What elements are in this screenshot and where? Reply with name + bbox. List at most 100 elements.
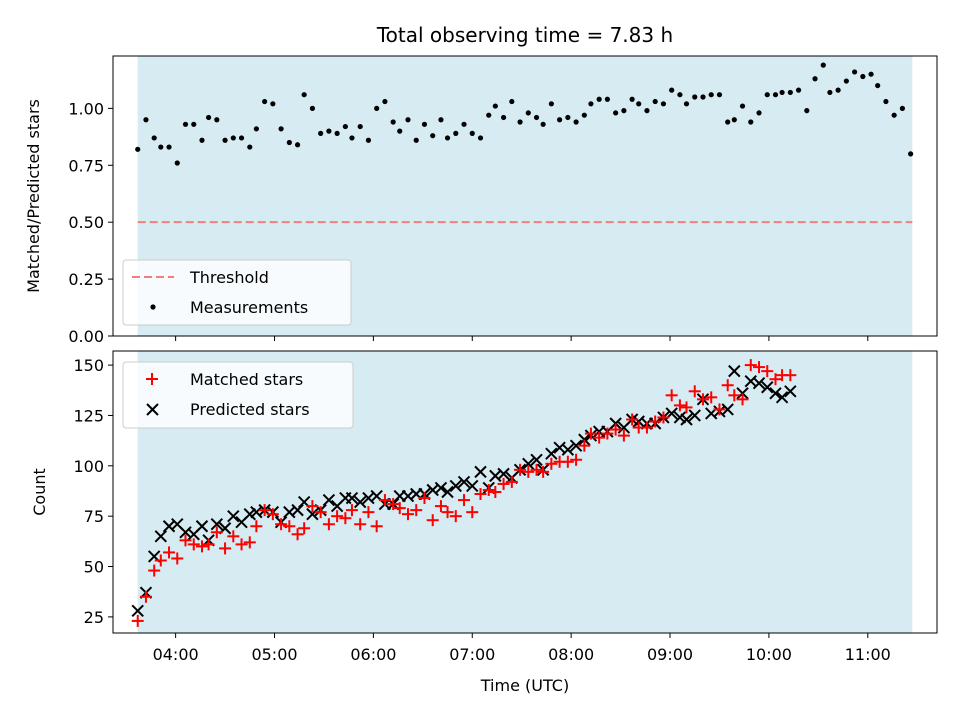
measurement-point <box>309 105 316 111</box>
predicted-star-point <box>154 530 167 543</box>
matched-star-point <box>331 510 344 523</box>
x-tick-label: 04:00 <box>153 645 199 664</box>
measurement-point <box>357 123 363 130</box>
measurement-point <box>883 98 889 105</box>
measurement-point <box>644 108 650 114</box>
matched-star-point <box>482 483 495 496</box>
measurement-point <box>453 130 459 136</box>
matched-star-point <box>179 534 192 547</box>
x-tick-label: 06:00 <box>350 645 396 664</box>
measurement-point <box>843 78 849 84</box>
matched-star-point <box>258 504 271 517</box>
matched-star-point <box>522 465 535 478</box>
predicted-star-point <box>728 364 741 378</box>
measurement-point <box>509 98 515 105</box>
legend-matched-label: Matched stars <box>190 370 303 389</box>
predicted-star-point <box>434 481 448 495</box>
matched-star-point <box>744 359 757 372</box>
measurement-point <box>390 119 396 125</box>
measurement-point <box>349 135 355 141</box>
measurement-point <box>405 117 411 123</box>
predicted-star-point <box>761 381 774 394</box>
measurement-point <box>820 62 826 68</box>
predicted-star-point <box>210 518 224 531</box>
measurement-point <box>868 71 874 77</box>
count-y-tick-label: 150 <box>73 356 104 375</box>
matched-star-point <box>387 498 400 511</box>
predicted-star-point <box>195 520 209 533</box>
matched-star-point <box>505 475 518 488</box>
measurement-point <box>660 101 667 107</box>
measurement-point <box>748 119 754 125</box>
measurement-point <box>621 108 627 114</box>
count-y-tick-label: 75 <box>84 507 104 526</box>
predicted-star-point <box>569 439 583 452</box>
predicted-star-point <box>291 503 304 517</box>
measurement-point <box>525 110 531 116</box>
measurement-point <box>374 105 380 111</box>
predicted-star-point <box>322 493 336 507</box>
measurement-point <box>804 108 810 114</box>
measurement-point <box>253 126 259 132</box>
matched-star-point <box>601 427 614 440</box>
measurement-point <box>135 146 141 152</box>
measurement-point <box>444 135 451 141</box>
predicted-star-point <box>721 403 734 416</box>
ratio-y-ticks: 0.00 0.25 0.50 0.75 1.00 <box>68 99 113 346</box>
measurement-point <box>334 130 340 136</box>
predicted-star-point <box>227 509 240 523</box>
matched-star-point <box>154 554 167 567</box>
measurement-points <box>135 62 914 166</box>
predicted-star-point <box>457 475 471 489</box>
measurement-point <box>708 92 714 98</box>
measurement-point <box>860 73 866 80</box>
predicted-star-point <box>769 387 782 400</box>
x-tick-label: 07:00 <box>449 645 495 664</box>
matched-star-point <box>514 463 527 476</box>
predicted-star-point <box>784 385 797 398</box>
matched-star-point <box>306 500 319 513</box>
ratio-panel-frame <box>112 55 938 337</box>
measurement-point <box>764 92 770 98</box>
measurement-point <box>205 114 212 121</box>
matched-star-point <box>322 518 335 531</box>
measurement-point <box>158 144 164 150</box>
matched-star-point <box>283 520 296 533</box>
matched-star-point <box>187 538 200 551</box>
measurement-point <box>604 96 611 102</box>
measurement-point <box>596 96 602 102</box>
measurement-point <box>318 130 324 136</box>
matched-star-point <box>713 403 726 416</box>
ratio-y-tick-label: 0.75 <box>68 156 104 175</box>
matched-star-point <box>243 536 256 549</box>
predicted-star-point <box>752 377 766 390</box>
measurement-point <box>222 137 228 143</box>
matched-star-point <box>449 510 462 523</box>
matched-star-point <box>131 614 144 627</box>
measurement-point <box>683 101 690 107</box>
matched-star-point <box>721 379 734 392</box>
x-axis-label: Time (UTC) <box>480 676 569 695</box>
measurement-point <box>588 101 594 107</box>
matched-star-point <box>584 427 597 440</box>
measurement-point <box>891 112 897 118</box>
measurement-point <box>827 89 833 96</box>
ratio-panel: 0.00 0.25 0.50 0.75 1.00 Total observing tim… <box>24 23 938 346</box>
matched-star-point <box>314 506 327 519</box>
ratio-y-axis-label: Matched/Predicted stars <box>24 99 43 293</box>
measurement-point <box>875 82 881 89</box>
predicted-star-point <box>688 409 701 422</box>
x-tick-label: 09:00 <box>647 645 693 664</box>
ratio-y-tick-label: 0.00 <box>68 327 104 346</box>
count-y-tick-label: 100 <box>73 457 104 476</box>
matched-star-point <box>649 415 662 428</box>
ratio-x-ticks <box>175 336 869 341</box>
matched-star-point <box>148 564 161 577</box>
matched-star-point <box>250 520 263 533</box>
predicted-star-point <box>449 479 462 493</box>
matched-star-point <box>489 486 502 498</box>
measurement-point <box>286 139 292 146</box>
measurement-point <box>652 98 658 105</box>
matched-star-point <box>235 538 248 551</box>
count-y-axis-label: Count <box>30 468 49 516</box>
